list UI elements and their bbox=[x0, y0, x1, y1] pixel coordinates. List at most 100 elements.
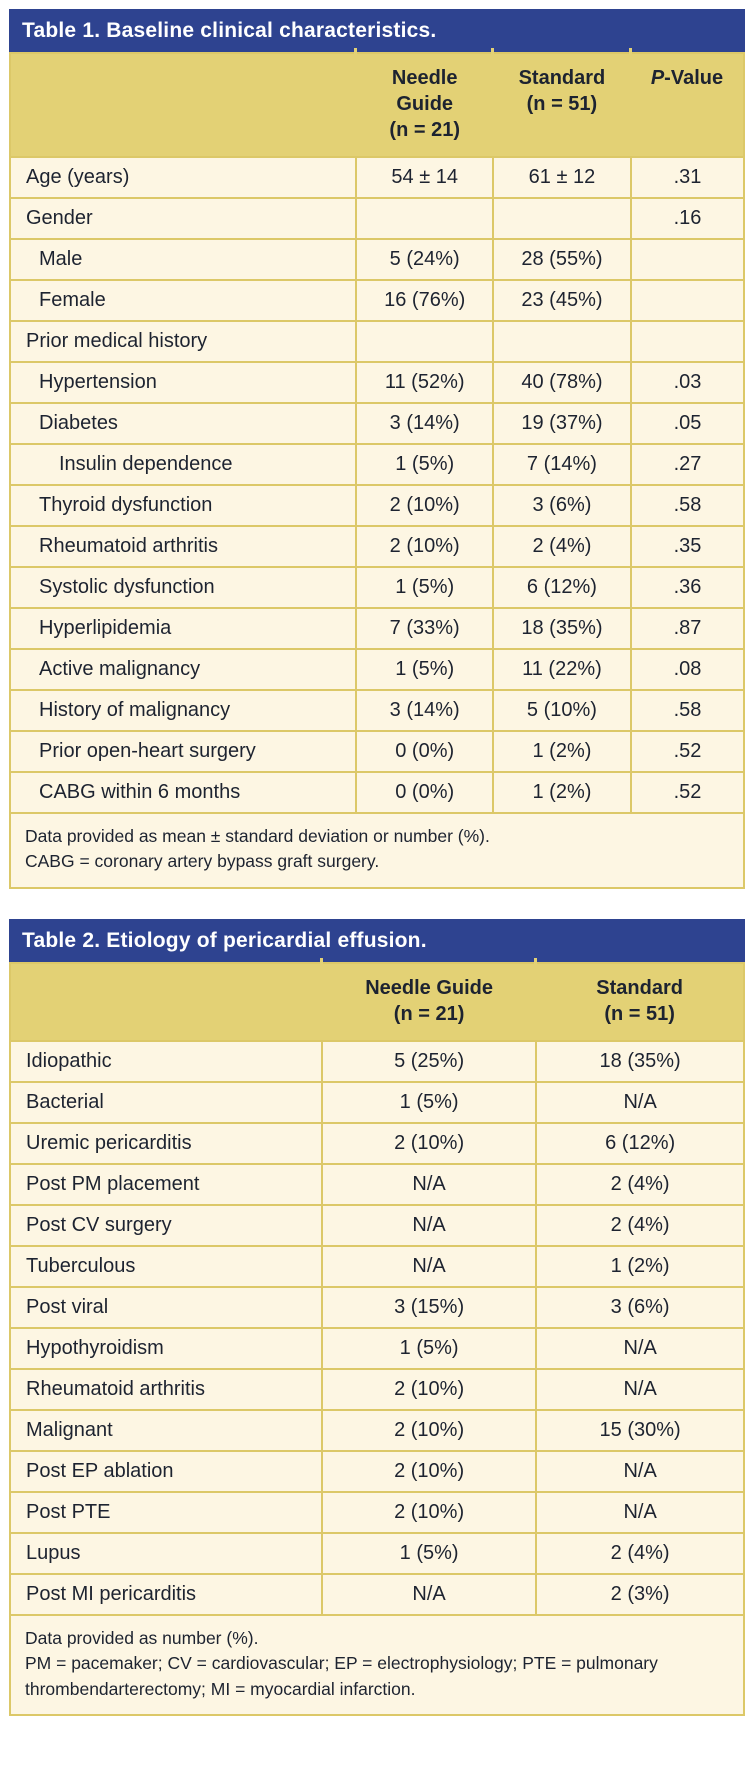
standard-cell: 2 (4%) bbox=[535, 1203, 745, 1247]
standard-cell: 7 (14%) bbox=[491, 443, 632, 486]
row-label-cell: Idiopathic bbox=[9, 1039, 323, 1083]
pvalue-cell: .87 bbox=[629, 607, 746, 650]
standard-cell: 15 (30%) bbox=[535, 1408, 745, 1452]
table1-header-empty bbox=[10, 53, 357, 157]
standard-cell: 2 (3%) bbox=[535, 1572, 745, 1616]
table1-header: Needle Guide (n = 21) Standard (n = 51) … bbox=[10, 47, 744, 157]
table-row: Prior medical history bbox=[8, 320, 746, 363]
table-row: Post MI pericarditis N/A 2 (3%) bbox=[9, 1572, 745, 1616]
table-row: Post PTE 2 (10%) N/A bbox=[9, 1490, 745, 1534]
row-label-cell: Systolic dysfunction bbox=[8, 566, 358, 609]
needle-guide-cell: 2 (10%) bbox=[320, 1449, 538, 1493]
pvalue-cell: .36 bbox=[629, 566, 746, 609]
row-label-cell: Age (years) bbox=[8, 156, 358, 199]
needle-guide-cell: N/A bbox=[320, 1572, 538, 1616]
table-row: Post EP ablation 2 (10%) N/A bbox=[9, 1449, 745, 1493]
table-row: Post viral 3 (15%) 3 (6%) bbox=[9, 1285, 745, 1329]
row-label-cell: Post MI pericarditis bbox=[9, 1572, 323, 1616]
table-row: Female 16 (76%) 23 (45%) bbox=[8, 279, 746, 322]
needle-guide-cell: N/A bbox=[320, 1244, 538, 1288]
needle-guide-cell: 2 (10%) bbox=[320, 1408, 538, 1452]
table-row: Male 5 (24%) 28 (55%) bbox=[8, 238, 746, 281]
table1-footnote-cell: Data provided as mean ± standard deviati… bbox=[9, 812, 745, 889]
needle-guide-cell: 1 (5%) bbox=[355, 443, 494, 486]
pvalue-cell: .52 bbox=[629, 771, 746, 814]
table-row: Idiopathic 5 (25%) 18 (35%) bbox=[9, 1039, 745, 1083]
table-row: Active malignancy 1 (5%) 11 (22%) .08 bbox=[8, 648, 746, 691]
standard-cell: 11 (22%) bbox=[491, 648, 632, 691]
table1-header-needle-guide: Needle Guide (n = 21) bbox=[354, 47, 493, 157]
needle-guide-cell: 2 (10%) bbox=[320, 1121, 538, 1165]
table-row: Tuberculous N/A 1 (2%) bbox=[9, 1244, 745, 1288]
table2-footnote-cell: Data provided as number (%). PM = pacema… bbox=[9, 1613, 745, 1716]
row-label-cell: Hyperlipidemia bbox=[8, 607, 358, 650]
needle-guide-cell: 7 (33%) bbox=[355, 607, 494, 650]
row-label-cell: Tuberculous bbox=[9, 1244, 323, 1288]
standard-cell: 5 (10%) bbox=[491, 689, 632, 732]
pvalue-cell: .16 bbox=[629, 197, 746, 240]
standard-cell: 23 (45%) bbox=[491, 279, 632, 322]
row-label-cell: Insulin dependence bbox=[8, 443, 358, 486]
table2-header-row: Needle Guide (n = 21) Standard (n = 51) bbox=[10, 956, 744, 1041]
needle-guide-cell: N/A bbox=[320, 1162, 538, 1206]
table2-header-standard: Standard (n = 51) bbox=[534, 956, 744, 1041]
table-row: CABG within 6 months 0 (0%) 1 (2%) .52 bbox=[8, 771, 746, 814]
table-row: Post CV surgery N/A 2 (4%) bbox=[9, 1203, 745, 1247]
table2-header: Needle Guide (n = 21) Standard (n = 51) bbox=[10, 956, 744, 1041]
row-label-cell: Rheumatoid arthritis bbox=[9, 1367, 323, 1411]
needle-guide-cell: 5 (25%) bbox=[320, 1039, 538, 1083]
table1-footnote-row: Data provided as mean ± standard deviati… bbox=[9, 812, 745, 889]
row-label-cell: Gender bbox=[8, 197, 358, 240]
row-label-cell: Post CV surgery bbox=[9, 1203, 323, 1247]
table-row: Rheumatoid arthritis 2 (10%) N/A bbox=[9, 1367, 745, 1411]
table2-header-empty bbox=[10, 962, 322, 1041]
standard-cell: 28 (55%) bbox=[491, 238, 632, 281]
needle-guide-cell: 2 (10%) bbox=[320, 1367, 538, 1411]
footnote-line: PM = pacemaker; CV = cardiovascular; EP … bbox=[25, 1653, 658, 1699]
needle-guide-cell: 11 (52%) bbox=[355, 361, 494, 404]
row-label-cell: Malignant bbox=[9, 1408, 323, 1452]
standard-cell: 1 (2%) bbox=[491, 730, 632, 773]
table-row: Thyroid dysfunction 2 (10%) 3 (6%) .58 bbox=[8, 484, 746, 527]
standard-cell bbox=[491, 197, 632, 240]
standard-cell: N/A bbox=[535, 1490, 745, 1534]
table-row: Systolic dysfunction 1 (5%) 6 (12%) .36 bbox=[8, 566, 746, 609]
footnote-line: Data provided as number (%). bbox=[25, 1627, 259, 1648]
pvalue-cell: .27 bbox=[629, 443, 746, 486]
table-row: Diabetes 3 (14%) 19 (37%) .05 bbox=[8, 402, 746, 445]
table-row: Bacterial 1 (5%) N/A bbox=[9, 1080, 745, 1124]
standard-cell: 6 (12%) bbox=[491, 566, 632, 609]
standard-cell: 3 (6%) bbox=[535, 1285, 745, 1329]
table-row: Lupus 1 (5%) 2 (4%) bbox=[9, 1531, 745, 1575]
row-label-cell: Diabetes bbox=[8, 402, 358, 445]
standard-cell: 1 (2%) bbox=[535, 1244, 745, 1288]
needle-guide-cell: 2 (10%) bbox=[355, 525, 494, 568]
needle-guide-cell: 0 (0%) bbox=[355, 730, 494, 773]
pvalue-cell bbox=[629, 279, 746, 322]
standard-cell: 6 (12%) bbox=[535, 1121, 745, 1165]
pvalue-cell: .58 bbox=[629, 689, 746, 732]
table-row: Insulin dependence 1 (5%) 7 (14%) .27 bbox=[8, 443, 746, 486]
row-label-cell: Active malignancy bbox=[8, 648, 358, 691]
table2: Needle Guide (n = 21) Standard (n = 51) … bbox=[9, 956, 745, 1716]
footnote-line: Data provided as mean ± standard deviati… bbox=[25, 826, 490, 846]
standard-cell bbox=[491, 320, 632, 363]
table1-title-bar: Table 1. Baseline clinical characteristi… bbox=[9, 9, 745, 52]
pvalue-cell bbox=[629, 320, 746, 363]
needle-guide-cell bbox=[355, 320, 494, 363]
table1-card: Table 1. Baseline clinical characteristi… bbox=[8, 9, 746, 889]
table-row: Hyperlipidemia 7 (33%) 18 (35%) .87 bbox=[8, 607, 746, 650]
row-label-cell: Hypothyroidism bbox=[9, 1326, 323, 1370]
standard-cell: 3 (6%) bbox=[491, 484, 632, 527]
row-label-cell: Male bbox=[8, 238, 358, 281]
row-label-cell: Prior medical history bbox=[8, 320, 358, 363]
standard-cell: 19 (37%) bbox=[491, 402, 632, 445]
needle-guide-cell bbox=[355, 197, 494, 240]
footnote-line: CABG = coronary artery bypass graft surg… bbox=[25, 851, 380, 872]
table2-footnote-row: Data provided as number (%). PM = pacema… bbox=[9, 1613, 745, 1716]
table2-title-bar: Table 2. Etiology of pericardial effusio… bbox=[9, 918, 745, 962]
table1-title: Table 1. Baseline clinical characteristi… bbox=[22, 19, 437, 42]
standard-cell: 18 (35%) bbox=[535, 1039, 745, 1083]
table-row: Uremic pericarditis 2 (10%) 6 (12%) bbox=[9, 1121, 745, 1165]
row-label-cell: Post EP ablation bbox=[9, 1449, 323, 1493]
